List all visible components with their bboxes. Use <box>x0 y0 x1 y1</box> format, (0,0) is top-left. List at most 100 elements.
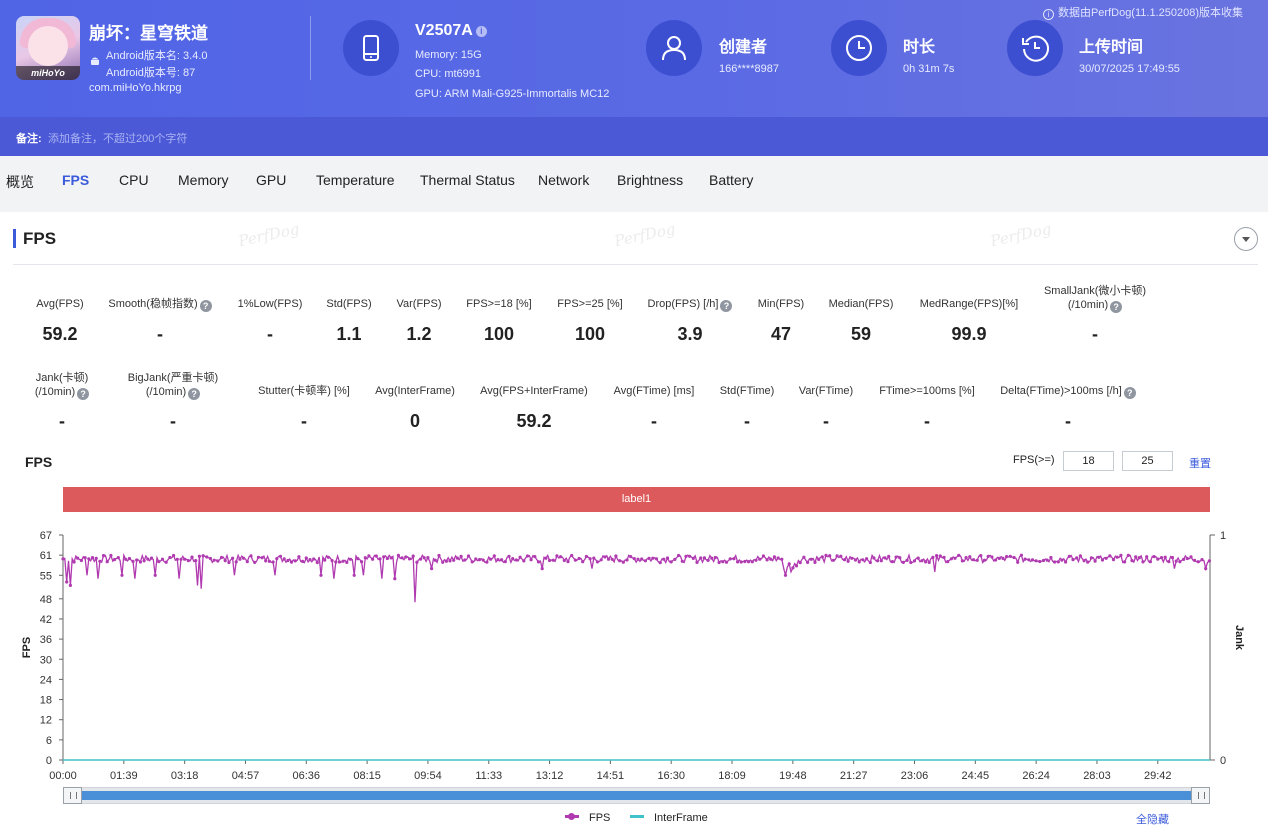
slider-range-fill[interactable] <box>73 791 1200 800</box>
fps-data-point[interactable] <box>404 555 408 559</box>
fps-data-point[interactable] <box>231 556 235 560</box>
fps-data-point[interactable] <box>382 555 386 559</box>
fps-data-point[interactable] <box>138 560 142 564</box>
fps-data-point[interactable] <box>946 560 950 564</box>
fps-data-point[interactable] <box>463 558 467 562</box>
fps-data-point[interactable] <box>677 553 681 558</box>
fps-data-point[interactable] <box>1060 558 1064 562</box>
fps-data-point[interactable] <box>1141 560 1145 564</box>
fps-data-point[interactable] <box>1075 556 1079 560</box>
fps-data-point[interactable] <box>363 556 367 560</box>
fps-data-point[interactable] <box>868 560 872 565</box>
fps-data-point[interactable] <box>518 555 522 559</box>
fps-data-point[interactable] <box>632 557 636 561</box>
fps-data-point[interactable] <box>72 560 76 564</box>
fps-data-point[interactable] <box>1030 558 1035 562</box>
fps-data-point[interactable] <box>65 580 69 584</box>
fps-data-point[interactable] <box>599 558 603 562</box>
fps-data-point[interactable] <box>208 556 212 561</box>
fps-data-point[interactable] <box>238 557 242 561</box>
fps-data-point[interactable] <box>935 554 939 558</box>
fps-data-point[interactable] <box>1137 556 1141 560</box>
fps-data-point[interactable] <box>1019 553 1024 557</box>
fps-data-point[interactable] <box>444 559 448 563</box>
fps-data-point[interactable] <box>791 566 795 570</box>
fps-data-point[interactable] <box>160 557 165 561</box>
fps-data-point[interactable] <box>610 557 614 561</box>
tab-temperature[interactable]: Temperature <box>316 172 395 188</box>
fps-data-point[interactable] <box>109 553 113 558</box>
fps-data-point[interactable] <box>1089 556 1093 560</box>
fps-data-point[interactable] <box>61 557 65 561</box>
fps-data-point[interactable] <box>289 560 294 564</box>
fps-data-point[interactable] <box>953 556 957 560</box>
fps-data-point[interactable] <box>278 554 283 558</box>
fps-data-point[interactable] <box>606 557 611 561</box>
fps-data-point[interactable] <box>389 556 393 560</box>
fps-data-point[interactable] <box>772 555 777 559</box>
fps-data-point[interactable] <box>293 559 297 563</box>
fps-data-point[interactable] <box>1178 560 1182 564</box>
fps-data-point[interactable] <box>345 560 349 564</box>
fps-data-point[interactable] <box>1100 558 1105 562</box>
fps-data-point[interactable] <box>544 556 548 560</box>
fps-data-point[interactable] <box>242 556 246 560</box>
help-icon[interactable]: ? <box>199 300 212 312</box>
fps-data-point[interactable] <box>212 558 216 562</box>
fps-data-point[interactable] <box>105 560 109 564</box>
fps-data-point[interactable] <box>393 577 397 581</box>
fps-data-point[interactable] <box>758 557 762 561</box>
fps-data-point[interactable] <box>798 561 802 565</box>
fps-data-point[interactable] <box>636 557 640 561</box>
fps-data-point[interactable] <box>127 556 131 561</box>
label-band[interactable]: label1 <box>63 487 1210 512</box>
fps-data-point[interactable] <box>525 554 530 558</box>
fps-data-point[interactable] <box>1001 556 1005 560</box>
fps-data-point[interactable] <box>455 556 459 560</box>
tab-overview[interactable]: 概览 <box>6 174 34 190</box>
fps-data-point[interactable] <box>1097 555 1101 559</box>
fps-data-point[interactable] <box>474 557 478 561</box>
fps-data-point[interactable] <box>1174 559 1178 563</box>
fps-threshold-2-input[interactable] <box>1122 451 1173 471</box>
fps-data-point[interactable] <box>710 556 714 560</box>
fps-data-point[interactable] <box>477 558 482 562</box>
fps-data-point[interactable] <box>522 559 526 563</box>
fps-data-point[interactable] <box>79 558 83 563</box>
fps-data-point[interactable] <box>658 561 662 565</box>
fps-data-point[interactable] <box>831 558 836 562</box>
fps-data-point[interactable] <box>120 573 124 577</box>
fps-data-point[interactable] <box>654 557 659 561</box>
fps-data-point[interactable] <box>1056 560 1060 564</box>
fps-data-point[interactable] <box>647 556 651 560</box>
fps-data-point[interactable] <box>83 556 87 560</box>
tab-battery[interactable]: Battery <box>709 172 754 188</box>
fps-data-point[interactable] <box>194 559 198 563</box>
fps-data-point[interactable] <box>702 556 707 560</box>
fps-data-point[interactable] <box>706 558 710 562</box>
fps-data-point[interactable] <box>551 558 555 562</box>
fps-data-point[interactable] <box>1078 554 1082 558</box>
fps-data-point[interactable] <box>680 559 684 563</box>
fps-data-point[interactable] <box>415 560 419 564</box>
fps-data-point[interactable] <box>842 558 847 562</box>
fps-data-point[interactable] <box>949 557 954 561</box>
fps-data-point[interactable] <box>699 556 703 560</box>
fps-data-point[interactable] <box>301 559 305 563</box>
fps-data-point[interactable] <box>146 557 150 561</box>
fps-data-point[interactable] <box>1093 559 1097 563</box>
fps-data-point[interactable] <box>673 557 677 561</box>
fps-data-point[interactable] <box>124 557 128 561</box>
fps-data-point[interactable] <box>485 560 489 564</box>
fps-data-point[interactable] <box>135 558 139 562</box>
fps-data-point[interactable] <box>994 558 998 562</box>
fps-data-point[interactable] <box>337 560 342 564</box>
fps-data-point[interactable] <box>367 554 371 558</box>
fps-data-point[interactable] <box>850 556 854 560</box>
fps-data-point[interactable] <box>968 555 972 559</box>
fps-data-point[interactable] <box>1086 560 1090 564</box>
help-icon[interactable]: ? <box>77 388 90 400</box>
fps-data-point[interactable] <box>754 558 758 562</box>
fps-data-point[interactable] <box>1023 557 1027 561</box>
fps-data-point[interactable] <box>960 559 965 563</box>
